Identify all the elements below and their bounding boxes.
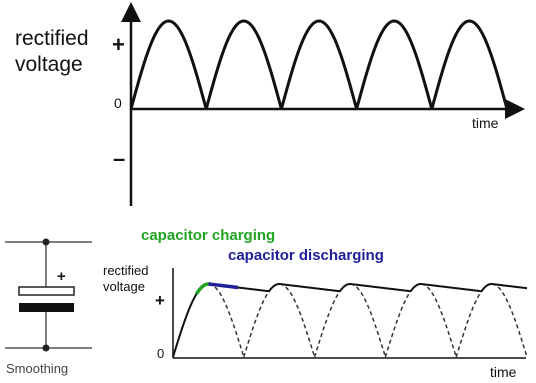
circuit-caption: Smoothing	[6, 361, 68, 376]
bottom-time-label: time	[490, 364, 517, 380]
smoothed-output-line	[172, 282, 528, 358]
bottom-graph: rectified voltage + 0 time capacitor cha…	[103, 227, 528, 380]
discharging-segment	[208, 282, 239, 290]
top-wave-arch	[430, 19, 509, 110]
capacitor-positive-plate	[18, 286, 75, 296]
circuit-node-top	[42, 238, 50, 246]
capacitor-polarity-plus: +	[57, 268, 66, 285]
top-rectified-waveform	[129, 19, 509, 110]
top-wave-arch	[129, 19, 208, 110]
charging-segment	[195, 282, 210, 295]
bottom-plus-sign: +	[155, 291, 165, 310]
top-minus-sign: –	[113, 146, 125, 171]
top-zero-label: 0	[114, 95, 122, 111]
capacitor-negative-plate	[19, 303, 74, 312]
bottom-rectified-arch	[384, 283, 457, 358]
top-wave-arch	[279, 19, 359, 110]
bottom-ylabel-voltage: voltage	[103, 279, 145, 294]
top-graph: rectified voltage + 0 – time	[15, 2, 525, 206]
capacitor-charging-label: capacitor charging	[141, 227, 275, 244]
bottom-rectified-arch	[455, 283, 528, 358]
top-wave-arch	[204, 19, 283, 110]
top-time-label: time	[472, 115, 499, 131]
top-ylabel-rectified: rectified	[15, 27, 89, 50]
bottom-rectified-arch	[313, 283, 387, 358]
bottom-rectified-arch	[172, 283, 245, 358]
bottom-smoothed-waveform	[172, 282, 528, 358]
top-wave-arch	[355, 19, 434, 110]
top-ylabel-voltage: voltage	[15, 53, 83, 76]
circuit-node-bottom	[42, 344, 50, 352]
bottom-zero-label: 0	[157, 346, 164, 361]
top-plus-sign: +	[112, 32, 125, 57]
bottom-rectified-arch	[243, 283, 316, 358]
bottom-ylabel-rectified: rectified	[103, 263, 149, 278]
capacitor-discharging-label: capacitor discharging	[228, 247, 384, 264]
smoothing-circuit: + Smoothing	[5, 238, 92, 376]
